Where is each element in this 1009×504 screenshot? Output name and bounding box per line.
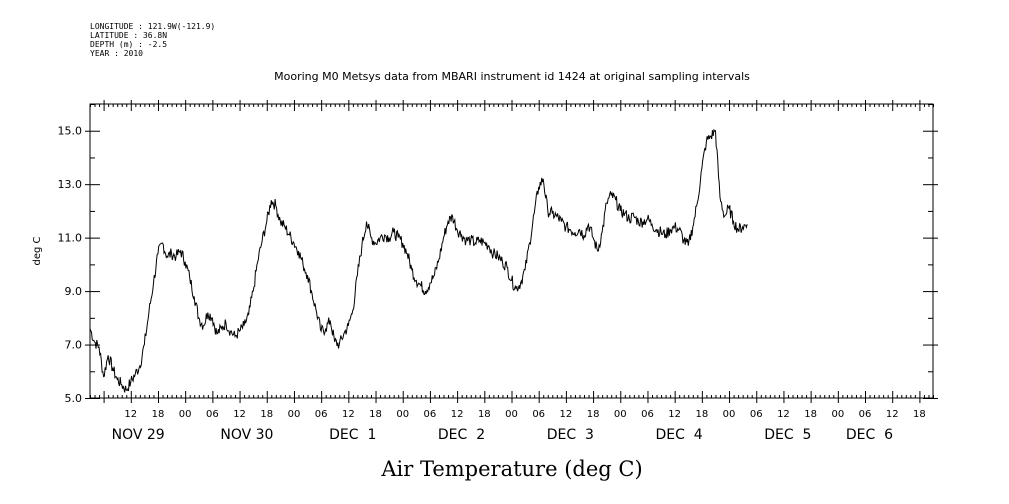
plot-frame — [89, 103, 934, 399]
x-hour-label: 18 — [587, 409, 600, 420]
x-day-label: DEC 5 — [764, 427, 811, 443]
x-day-label: DEC 4 — [655, 427, 702, 443]
x-hour-label: 12 — [777, 409, 790, 420]
x-day-label: NOV 29 — [112, 427, 165, 443]
x-hour-label: 18 — [152, 409, 165, 420]
y-tick-label: 13.0 — [58, 178, 83, 191]
x-hour-label: 18 — [260, 409, 273, 420]
x-axis-label: Air Temperature (deg C) — [380, 457, 642, 481]
x-hour-label: 12 — [124, 409, 137, 420]
x-hour-label: 00 — [288, 409, 301, 420]
x-hour-label: 18 — [478, 409, 491, 420]
year-text: YEAR : 2010 — [90, 49, 143, 58]
x-hour-label: 06 — [641, 409, 654, 420]
x-hour-label: 00 — [614, 409, 627, 420]
x-hour-label: 00 — [505, 409, 518, 420]
y-axis-label: deg C — [32, 236, 43, 265]
longitude-text: LONGITUDE : 121.9W(-121.9) — [90, 22, 216, 31]
y-tick-label: 5.0 — [65, 392, 83, 405]
y-tick-label: 7.0 — [65, 339, 83, 352]
axis-ticks — [85, 100, 938, 403]
y-tick-label: 9.0 — [65, 285, 83, 298]
x-hour-label: 06 — [206, 409, 219, 420]
chart-title: Mooring M0 Metsys data from MBARI instru… — [274, 70, 750, 83]
x-hour-label: 12 — [668, 409, 681, 420]
x-day-label: NOV 30 — [220, 427, 273, 443]
plot-border — [89, 103, 934, 399]
x-hour-label: 12 — [451, 409, 464, 420]
depth-text: DEPTH (m) : -2.5 — [90, 40, 168, 49]
x-hour-label: 18 — [369, 409, 382, 420]
x-hour-label: 18 — [695, 409, 708, 420]
y-tick-labels: 5.0 7.0 9.0 11.0 13.0 15.0 — [58, 125, 83, 405]
x-day-label: DEC 6 — [846, 427, 893, 443]
x-hour-label: 12 — [233, 409, 246, 420]
x-tick-labels: 12 18 00 06 12 18 00 06 12 18 00 06 12 18 00 06 12 18 00 06… — [124, 409, 925, 420]
x-hour-label: 12 — [342, 409, 355, 420]
x-hour-label: 12 — [560, 409, 573, 420]
x-day-label: DEC 2 — [438, 427, 485, 443]
x-hour-label: 06 — [750, 409, 763, 420]
x-hour-label: 06 — [532, 409, 545, 420]
x-hour-label: 06 — [424, 409, 437, 420]
x-day-label: DEC 3 — [547, 427, 594, 443]
y-tick-label: 15.0 — [58, 125, 83, 138]
x-hour-label: 06 — [315, 409, 328, 420]
x-hour-label: 18 — [913, 409, 926, 420]
x-hour-label: 00 — [831, 409, 844, 420]
x-hour-label: 06 — [859, 409, 872, 420]
x-hour-label: 00 — [723, 409, 736, 420]
x-hour-label: 18 — [804, 409, 817, 420]
x-day-labels: NOV 29 NOV 30 DEC 1 DEC 2 DEC 3 DEC 4 DEC 5 DEC… — [112, 427, 894, 443]
x-day-label: DEC 1 — [329, 427, 376, 443]
temperature-series-line — [89, 128, 748, 393]
x-hour-label: 00 — [179, 409, 192, 420]
x-hour-label: 12 — [886, 409, 899, 420]
latitude-text: LATITUDE : 36.8N — [90, 31, 168, 40]
x-hour-label: 00 — [396, 409, 409, 420]
y-tick-label: 11.0 — [58, 232, 83, 245]
mooring-metadata: LONGITUDE : 121.9W(-121.9) LATITUDE : 36… — [90, 22, 215, 58]
